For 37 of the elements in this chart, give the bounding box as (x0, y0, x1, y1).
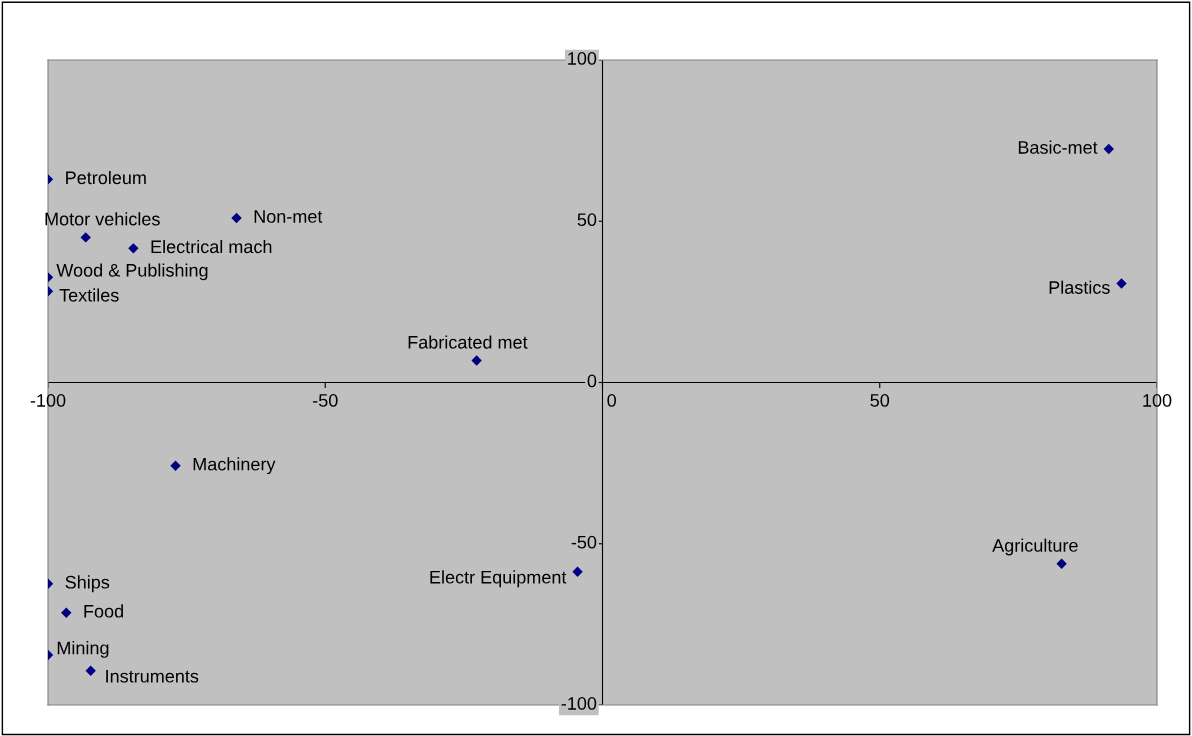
annotation: Machinery (193, 457, 276, 475)
annotation: Textiles (59, 288, 119, 302)
point (80, 232, 91, 243)
point (1056, 558, 1067, 569)
point (1116, 278, 1127, 289)
x-tick-label: 100 (1143, 394, 1172, 407)
point (471, 355, 482, 366)
annotation: Ships (65, 575, 110, 593)
x-tick-label: -100 (30, 394, 66, 407)
point (170, 460, 181, 471)
annotation: Wood & Publishing (56, 263, 208, 281)
y-tick-label: 0 (587, 374, 597, 388)
y-tick-label: 100 (568, 52, 597, 65)
point (128, 243, 139, 254)
y-tick-label: -100 (561, 697, 597, 710)
annotation: Instruments (106, 670, 199, 683)
y-tick-label: -50 (571, 535, 597, 549)
annotation: Plastics (1049, 280, 1110, 294)
annotation: Electr Equipment (430, 570, 567, 588)
annotation: Fabricated met (408, 335, 528, 349)
annotation: Petroleum (66, 170, 146, 185)
point (85, 665, 96, 677)
x-tick-label: -50 (313, 394, 338, 407)
y-tick-label: 50 (577, 213, 597, 227)
point (231, 212, 242, 224)
annotation: Food (84, 604, 123, 618)
point (61, 607, 72, 618)
annotation: Mining (57, 641, 109, 658)
annotation: Motor vehicles (45, 212, 160, 226)
annotation: Electrical mach (151, 239, 272, 254)
point (572, 566, 583, 577)
annotation: Agriculture (992, 538, 1078, 556)
annotation: Basic-met (1018, 140, 1098, 154)
point (1103, 143, 1114, 155)
annotation: Non-met (254, 210, 323, 223)
x-tick-label: 50 (870, 394, 890, 407)
x-tick-label: 0 (607, 394, 616, 407)
